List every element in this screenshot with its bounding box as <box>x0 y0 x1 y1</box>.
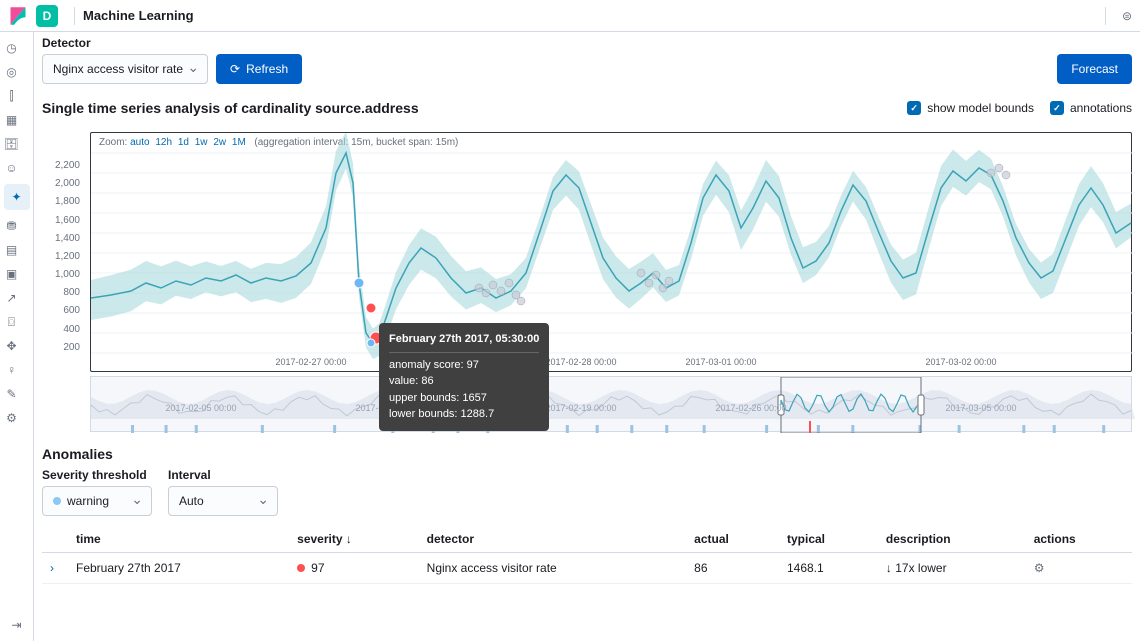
ytick: 600 <box>42 305 80 316</box>
nav-xtick: 2017-02-26 00:00 <box>715 403 786 413</box>
col-severity[interactable]: severity ↓ <box>289 526 419 553</box>
ytick: 2,200 <box>42 160 80 171</box>
ml-icon[interactable]: ✦ <box>4 184 30 210</box>
anomalies-heading: Anomalies <box>42 446 1132 462</box>
nav-xtick: 2017-02-19 00:00 <box>545 403 616 413</box>
grid-icon[interactable]: ▦ <box>4 112 20 128</box>
page-title: Machine Learning <box>83 8 194 23</box>
analysis-title: Single time series analysis of cardinali… <box>42 100 419 116</box>
ytick: 200 <box>42 342 80 353</box>
severity-select[interactable]: warning <box>42 486 152 516</box>
severity-label: Severity threshold <box>42 468 152 482</box>
tooltip-row: lower bounds: 1288.7 <box>389 406 539 423</box>
show-model-bounds-check[interactable]: ✓ show model bounds <box>907 101 1034 115</box>
interval-value: Auto <box>179 494 204 508</box>
space-badge[interactable]: D <box>36 5 58 27</box>
main-chart[interactable]: Zoom: auto 12h 1d 1w 2w 1M (aggregation … <box>90 132 1132 372</box>
refresh-icon: ⟳ <box>230 62 240 76</box>
ytick: 1,400 <box>42 233 80 244</box>
detector-label: Detector <box>42 36 1132 50</box>
storage-icon[interactable]: ⛃ <box>4 218 20 234</box>
col-time[interactable]: time <box>68 526 289 553</box>
table-row[interactable]: › February 27th 201797Nginx access visito… <box>42 553 1132 584</box>
col-actual[interactable]: actual <box>686 526 779 553</box>
cell-typical: 1468.1 <box>779 553 878 584</box>
forecast-button[interactable]: Forecast <box>1057 54 1132 84</box>
annotations-check[interactable]: ✓ annotations <box>1050 101 1132 115</box>
notebook-icon[interactable]: ▤ <box>4 242 20 258</box>
sidebar: ◷ ◎ ⫿ ▦ 🗄 ☺ ✦ ⛃ ▤ ▣ ↗ ⌼ ✥ ♀ ✎ ⚙ ⇥ <box>0 32 34 641</box>
briefcase-icon[interactable]: 🗄 <box>4 136 20 152</box>
refresh-label: Refresh <box>246 62 288 76</box>
clock-icon[interactable]: ◷ <box>4 40 20 56</box>
chart-container: 200 400 600 800 1,000 1,200 1,400 1,600 1,800 2,0… <box>42 132 1132 432</box>
divider <box>74 7 75 25</box>
ytick: 1,800 <box>42 196 80 207</box>
checkbox-icon: ✓ <box>1050 101 1064 115</box>
ytick: 1,000 <box>42 269 80 280</box>
anomaly-tooltip: February 27th 2017, 05:30:00 anomaly sco… <box>379 323 549 431</box>
severity-value: warning <box>67 494 109 508</box>
refresh-button[interactable]: ⟳ Refresh <box>216 54 302 84</box>
ytick: 400 <box>42 324 80 335</box>
user-icon[interactable]: ☺ <box>4 160 20 176</box>
compass-icon[interactable]: ◎ <box>4 64 20 80</box>
kibana-logo[interactable] <box>8 6 28 26</box>
detector-select[interactable]: Nginx access visitor rate <box>42 54 208 84</box>
cell-actual: 86 <box>686 553 779 584</box>
checkbox-icon: ✓ <box>907 101 921 115</box>
xtick: 2017-03-01 00:00 <box>685 357 756 367</box>
xtick: 2017-02-27 00:00 <box>275 357 346 367</box>
col-detector[interactable]: detector <box>419 526 687 553</box>
topbar: D Machine Learning ⊜ <box>0 0 1140 32</box>
check-label: show model bounds <box>927 101 1034 115</box>
interval-label: Interval <box>168 468 278 482</box>
divider <box>1105 7 1106 25</box>
nav-xtick: 2017-03-05 00:00 <box>945 403 1016 413</box>
wrench-icon[interactable]: ✎ <box>4 386 20 402</box>
ytick: 800 <box>42 287 80 298</box>
cell-actions[interactable]: ⚙ <box>1026 553 1132 584</box>
tooltip-row: value: 86 <box>389 373 539 390</box>
navigator-chart[interactable]: 2017-02-05 00:002017-02-12 00:002017-02-… <box>90 376 1132 432</box>
col-description[interactable]: description <box>878 526 1026 553</box>
lock-icon[interactable]: ⌼ <box>4 314 20 330</box>
xtick: 2017-02-28 00:00 <box>545 357 616 367</box>
gear-icon[interactable]: ⚙ <box>4 410 20 426</box>
console-icon[interactable]: ▣ <box>4 266 20 282</box>
nav-xtick: 2017-02-05 00:00 <box>165 403 236 413</box>
tooltip-title: February 27th 2017, 05:30:00 <box>389 331 539 353</box>
tune-icon[interactable]: ♀ <box>4 362 20 378</box>
interval-select[interactable]: Auto <box>168 486 278 516</box>
xtick: 2017-03-02 00:00 <box>925 357 996 367</box>
newsfeed-icon[interactable]: ⊜ <box>1122 9 1132 23</box>
cell-time: February 27th 2017 <box>68 553 289 584</box>
detector-value: Nginx access visitor rate <box>53 62 183 76</box>
cell-detector: Nginx access visitor rate <box>419 553 687 584</box>
expand-icon[interactable]: › <box>50 561 54 575</box>
col-actions[interactable]: actions <box>1026 526 1132 553</box>
ytick: 1,600 <box>42 215 80 226</box>
ytick: 1,200 <box>42 251 80 262</box>
cell-severity: 97 <box>289 553 419 584</box>
controls-icon[interactable]: ✥ <box>4 338 20 354</box>
link-icon[interactable]: ↗ <box>4 290 20 306</box>
severity-dot <box>53 497 61 505</box>
tooltip-row: anomaly score: 97 <box>389 357 539 374</box>
anomalies-table: timeseverity ↓detectoractualtypicaldescr… <box>42 526 1132 584</box>
cell-description: ↓ 17x lower <box>878 553 1026 584</box>
ytick: 2,000 <box>42 178 80 189</box>
check-label: annotations <box>1070 101 1132 115</box>
gear-icon[interactable]: ⚙ <box>1034 561 1045 575</box>
stats-icon[interactable]: ⫿ <box>4 88 20 104</box>
main: Detector Nginx access visitor rate ⟳ Refr… <box>34 32 1140 584</box>
collapse-icon[interactable]: ⇥ <box>9 617 25 633</box>
tooltip-row: upper bounds: 1657 <box>389 390 539 407</box>
col-typical[interactable]: typical <box>779 526 878 553</box>
